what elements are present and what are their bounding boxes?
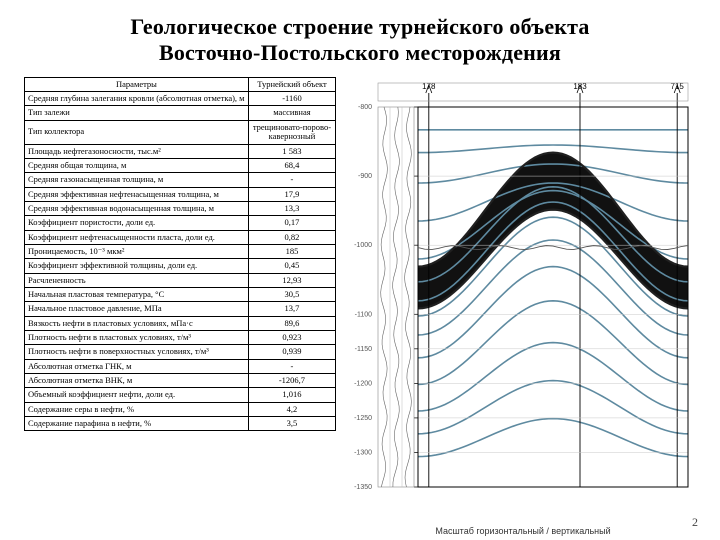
svg-text:-800: -800	[358, 104, 372, 111]
table-row: Средняя эффективная водонасыщенная толщи…	[25, 201, 336, 215]
value-cell: 13,3	[248, 201, 335, 215]
table-row: Абсолютная отметка ВНК, м-1206,7	[25, 374, 336, 388]
param-cell: Начальное пластовое давление, МПа	[25, 302, 249, 316]
param-cell: Коэффициент нефтенасыщенности пласта, до…	[25, 230, 249, 244]
value-cell: 185	[248, 244, 335, 258]
value-cell: 1 583	[248, 144, 335, 158]
parameters-table-container: ПараметрыТурнейский объектСредняя глубин…	[24, 77, 336, 539]
value-cell: 13,7	[248, 302, 335, 316]
svg-text:-1100: -1100	[355, 311, 372, 318]
table-row: Начальное пластовое давление, МПа13,7	[25, 302, 336, 316]
parameters-table: ПараметрыТурнейский объектСредняя глубин…	[24, 77, 336, 432]
value-cell: 0,939	[248, 345, 335, 359]
table-row: Средняя общая толщина, м68,4	[25, 158, 336, 172]
value-cell: -	[248, 173, 335, 187]
param-cell: Объемный коэффициент нефти, доли ед.	[25, 388, 249, 402]
table-row: Плотность нефти в поверхностных условиях…	[25, 345, 336, 359]
scale-caption: Масштаб горизонтальный / вертикальный	[348, 521, 698, 539]
value-cell: трещиновато-порово-кавернозный	[248, 120, 335, 144]
table-row: Площадь нефтегазоносности, тыс.м²1 583	[25, 144, 336, 158]
cross-section-figure: 178183715-800-900-1000-1100-1150-1200-12…	[348, 77, 698, 539]
value-cell: 0,17	[248, 216, 335, 230]
param-cell: Плотность нефти в пластовых условиях, т/…	[25, 330, 249, 344]
value-cell: -	[248, 359, 335, 373]
value-cell: 4,2	[248, 402, 335, 416]
param-cell: Тип коллектора	[25, 120, 249, 144]
svg-text:-1250: -1250	[354, 415, 372, 422]
value-cell: -1160	[248, 92, 335, 106]
table-row: Коэффициент эффективной толщины, доли ед…	[25, 259, 336, 273]
param-cell: Средняя газонасыщенная толщина, м	[25, 173, 249, 187]
value-cell: -1206,7	[248, 374, 335, 388]
table-row: Начальная пластовая температура, °С30,5	[25, 287, 336, 301]
svg-text:-1150: -1150	[355, 346, 372, 353]
table-row: Тип коллекторатрещиновато-порово-каверно…	[25, 120, 336, 144]
table-row: Абсолютная отметка ГНК, м-	[25, 359, 336, 373]
table-row: Проницаемость, 10⁻³ мкм²185	[25, 244, 336, 258]
param-cell: Средняя общая толщина, м	[25, 158, 249, 172]
param-cell: Коэффициент эффективной толщины, доли ед…	[25, 259, 249, 273]
table-row: Средняя эффективная нефтенасыщенная толщ…	[25, 187, 336, 201]
page-number: 2	[692, 515, 698, 530]
value-cell: 89,6	[248, 316, 335, 330]
value-cell: 68,4	[248, 158, 335, 172]
svg-text:-1350: -1350	[354, 484, 372, 491]
table-row: Коэффициент пористости, доли ед.0,17	[25, 216, 336, 230]
param-cell: Тип залежи	[25, 106, 249, 120]
table-row: Тип залежимассивная	[25, 106, 336, 120]
value-cell: 0,82	[248, 230, 335, 244]
table-header-value: Турнейский объект	[248, 77, 335, 91]
param-cell: Площадь нефтегазоносности, тыс.м²	[25, 144, 249, 158]
value-cell: 0,923	[248, 330, 335, 344]
param-cell: Средняя глубина залегания кровли (абсолю…	[25, 92, 249, 106]
table-row: Вязкость нефти в пластовых условиях, мПа…	[25, 316, 336, 330]
table-row: Содержание парафина в нефти, %3,5	[25, 417, 336, 431]
table-row: Средняя газонасыщенная толщина, м-	[25, 173, 336, 187]
param-cell: Средняя эффективная водонасыщенная толщи…	[25, 201, 249, 215]
param-cell: Содержание парафина в нефти, %	[25, 417, 249, 431]
content-row: ПараметрыТурнейский объектСредняя глубин…	[24, 77, 696, 539]
table-row: Средняя глубина залегания кровли (абсолю…	[25, 92, 336, 106]
param-cell: Абсолютная отметка ВНК, м	[25, 374, 249, 388]
param-cell: Коэффициент пористости, доли ед.	[25, 216, 249, 230]
param-cell: Содержание серы в нефти, %	[25, 402, 249, 416]
table-row: Содержание серы в нефти, %4,2	[25, 402, 336, 416]
table-row: Плотность нефти в пластовых условиях, т/…	[25, 330, 336, 344]
param-cell: Проницаемость, 10⁻³ мкм²	[25, 244, 249, 258]
param-cell: Абсолютная отметка ГНК, м	[25, 359, 249, 373]
value-cell: 30,5	[248, 287, 335, 301]
table-row: Расчлененность12,93	[25, 273, 336, 287]
cross-section-svg: 178183715-800-900-1000-1100-1150-1200-12…	[348, 77, 698, 517]
table-row: Объемный коэффициент нефти, доли ед.1,01…	[25, 388, 336, 402]
value-cell: 17,9	[248, 187, 335, 201]
svg-text:-1000: -1000	[354, 242, 372, 249]
param-cell: Вязкость нефти в пластовых условиях, мПа…	[25, 316, 249, 330]
svg-text:-1200: -1200	[354, 380, 372, 387]
value-cell: массивная	[248, 106, 335, 120]
table-header-param: Параметры	[25, 77, 249, 91]
page-title: Геологическое строение турнейского объек…	[24, 14, 696, 67]
svg-text:-1300: -1300	[354, 449, 372, 456]
value-cell: 12,93	[248, 273, 335, 287]
table-row: Коэффициент нефтенасыщенности пласта, до…	[25, 230, 336, 244]
param-cell: Средняя эффективная нефтенасыщенная толщ…	[25, 187, 249, 201]
value-cell: 3,5	[248, 417, 335, 431]
param-cell: Расчлененность	[25, 273, 249, 287]
value-cell: 0,45	[248, 259, 335, 273]
param-cell: Плотность нефти в поверхностных условиях…	[25, 345, 249, 359]
svg-text:-900: -900	[358, 173, 372, 180]
page-root: Геологическое строение турнейского объек…	[0, 0, 720, 540]
value-cell: 1,016	[248, 388, 335, 402]
param-cell: Начальная пластовая температура, °С	[25, 287, 249, 301]
